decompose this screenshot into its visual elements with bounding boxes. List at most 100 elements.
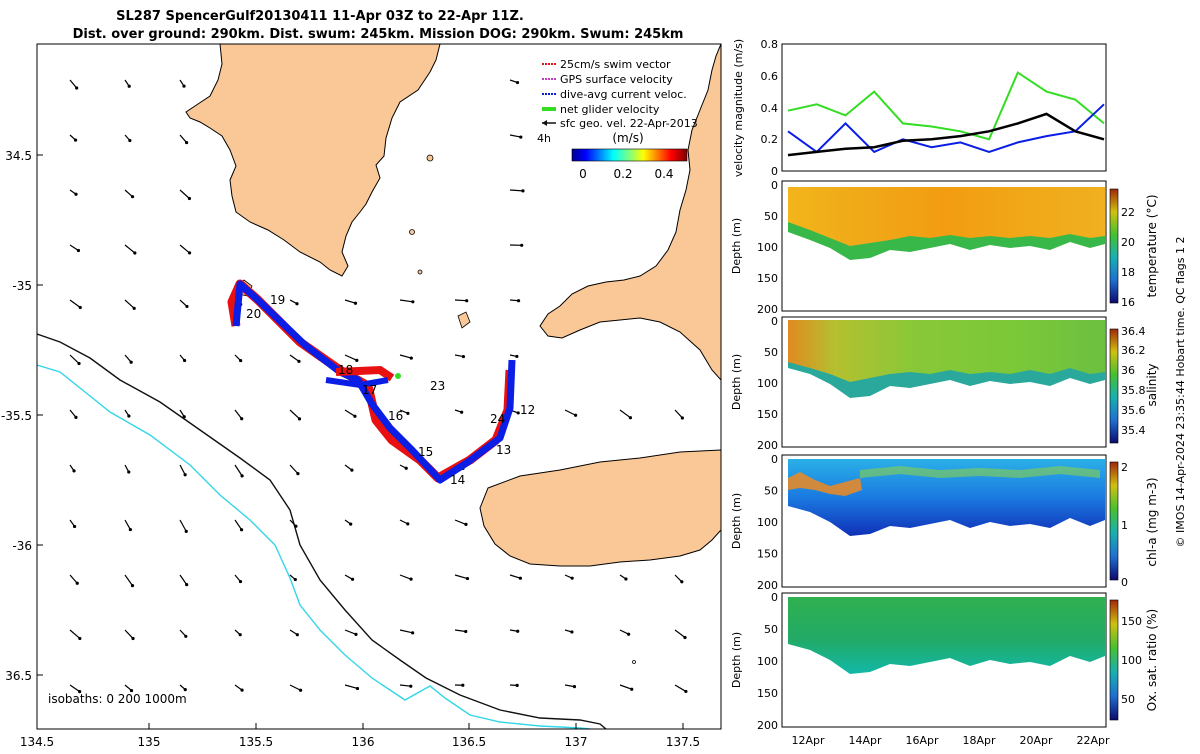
velocity-arrow-head [570, 630, 573, 633]
x-tick: 136 [352, 735, 375, 749]
velocity-arrow-head [127, 470, 130, 473]
legend-item: GPS surface velocity [560, 73, 673, 86]
cbar-tick: 36 [1121, 364, 1135, 377]
temperature-colorbar [1110, 189, 1118, 303]
depth-tick: 100 [757, 655, 778, 668]
depth-ylabel: Depth (m) [730, 354, 743, 410]
day-label: 23 [430, 379, 445, 393]
x-tick: 135.5 [239, 735, 273, 749]
day-label: 17 [362, 383, 377, 397]
velocity-arrow-head [353, 415, 356, 418]
date-tick: 12Apr [791, 734, 825, 747]
x-tick: 135 [138, 735, 161, 749]
velocity-arrow-head [183, 415, 186, 418]
velocity-arrow-head [519, 577, 522, 580]
velocity-arrow-head [296, 472, 299, 475]
date-axis: 12Apr 14Apr 16Apr 18Apr 20Apr 22Apr [791, 734, 1110, 747]
y-tick: -36 [12, 539, 32, 553]
day-label: 20 [246, 307, 261, 321]
cbar-tick: 35.4 [1121, 424, 1146, 437]
velocity-arrow-head [411, 300, 414, 303]
depth-tick: 50 [764, 346, 778, 359]
cbar-tick: 50 [1121, 693, 1135, 706]
velocity-arrow-head [188, 197, 191, 200]
depth-tick: 100 [757, 516, 778, 529]
velocity-arrow-head [296, 633, 299, 636]
depth-ylabel: Depth (m) [730, 632, 743, 688]
velocity-arrow-head [683, 636, 686, 639]
velocity-arrow-head [354, 302, 357, 305]
chla-colorbar [1110, 462, 1118, 580]
velocity-arrow-head [406, 412, 409, 415]
velocity-arrow-head [74, 138, 77, 141]
velocity-arrow-head [72, 469, 75, 472]
velocity-arrow-head [519, 135, 522, 138]
depth-tick: 150 [757, 272, 778, 285]
velocity-arrow-head [182, 85, 185, 88]
velocity-arrow-head [460, 411, 463, 414]
velocity-arrow-head [77, 362, 80, 365]
day-label: 18 [338, 363, 353, 377]
velocity-arrow-head [573, 685, 576, 688]
velocity-arrow-head [350, 469, 353, 472]
velocity-arrow-head [185, 141, 188, 144]
y-tick: 0.6 [761, 70, 779, 83]
velocity-arrow-head [294, 578, 297, 581]
imos-footer: © IMOS 14-Apr-2024 23:35:44 Hobart time.… [1174, 237, 1187, 548]
cbar-tick: 2 [1121, 461, 1128, 474]
date-tick: 22Apr [1076, 734, 1110, 747]
legend-item: net glider velocity [560, 103, 660, 116]
map-x-axis: 134.5 135 135.5 136 136.5 137 137.5 [20, 735, 700, 749]
map-panel: 19 20 18 17 16 15 14 13 12 24 23 25c [1, 44, 721, 749]
velocity-arrow-head [349, 522, 352, 525]
cbar-tick: 20 [1121, 236, 1135, 249]
day-label: 12 [520, 403, 535, 417]
velocity-arrow-head [240, 528, 243, 531]
y-tick: 0 [771, 165, 778, 178]
cbar-tick: 36.2 [1121, 344, 1146, 357]
depth-tick: 100 [757, 241, 778, 254]
velocity-arrow-head [129, 528, 132, 531]
velocity-ylabel: velocity magnitude (m/s) [732, 39, 745, 177]
depth-tick: 0 [771, 453, 778, 466]
velocity-arrow-head [128, 139, 131, 142]
velocity-arrow-head [409, 685, 412, 688]
chla-colorbar-ticks: 2 1 0 [1121, 461, 1128, 589]
velocity-arrow-head [128, 85, 131, 88]
velocity-arrow-head [461, 684, 464, 687]
velocity-arrow-head [240, 688, 243, 691]
velocity-arrow-head [405, 467, 408, 470]
velocity-arrow-head [351, 578, 354, 581]
velocity-arrow-head [131, 195, 134, 198]
depth-tick: 200 [757, 439, 778, 452]
legend-item: 25cm/s swim vector [560, 58, 671, 71]
depth-tick: 50 [764, 485, 778, 498]
velocity-arrow-head [240, 474, 243, 477]
velocity-arrow-head [185, 305, 188, 308]
velocity-arrow-head [627, 633, 630, 636]
track-end-marker [395, 373, 401, 379]
y-tick: 0.4 [761, 102, 779, 115]
velocity-arrow-head [185, 583, 188, 586]
depth-ylabel: Depth (m) [730, 218, 743, 274]
velocity-arrow-head [183, 359, 186, 362]
velocity-arrow-head [684, 690, 687, 693]
cbar-tick: 16 [1121, 296, 1135, 309]
velocity-arrow-head [299, 689, 302, 692]
salinity-colorbar-ticks: 36.4 36.2 36 35.8 35.6 35.4 [1121, 325, 1146, 437]
depth-tick: 50 [764, 623, 778, 636]
velocity-arrow-head [571, 577, 574, 580]
velocity-arrow-head [409, 578, 412, 581]
colorbar-unit: (m/s) [612, 131, 643, 145]
isobath-label: isobaths: 0 200 1000m [48, 692, 187, 706]
cbar-tick: 1 [1121, 519, 1128, 532]
depth-tick: 0 [771, 179, 778, 192]
cbar-tick: 0 [1121, 576, 1128, 589]
y-tick: 0.8 [761, 38, 779, 51]
velocity-y-axis: 0 0.2 0.4 0.6 0.8 [761, 38, 779, 178]
map-y-axis: 34.5 -35 -35.5 -36 36.5 [1, 149, 32, 683]
x-tick: 136.5 [452, 735, 486, 749]
temperature-colorbar-ticks: 22 20 18 16 [1121, 206, 1135, 309]
cbar-tick: 150 [1121, 615, 1142, 628]
